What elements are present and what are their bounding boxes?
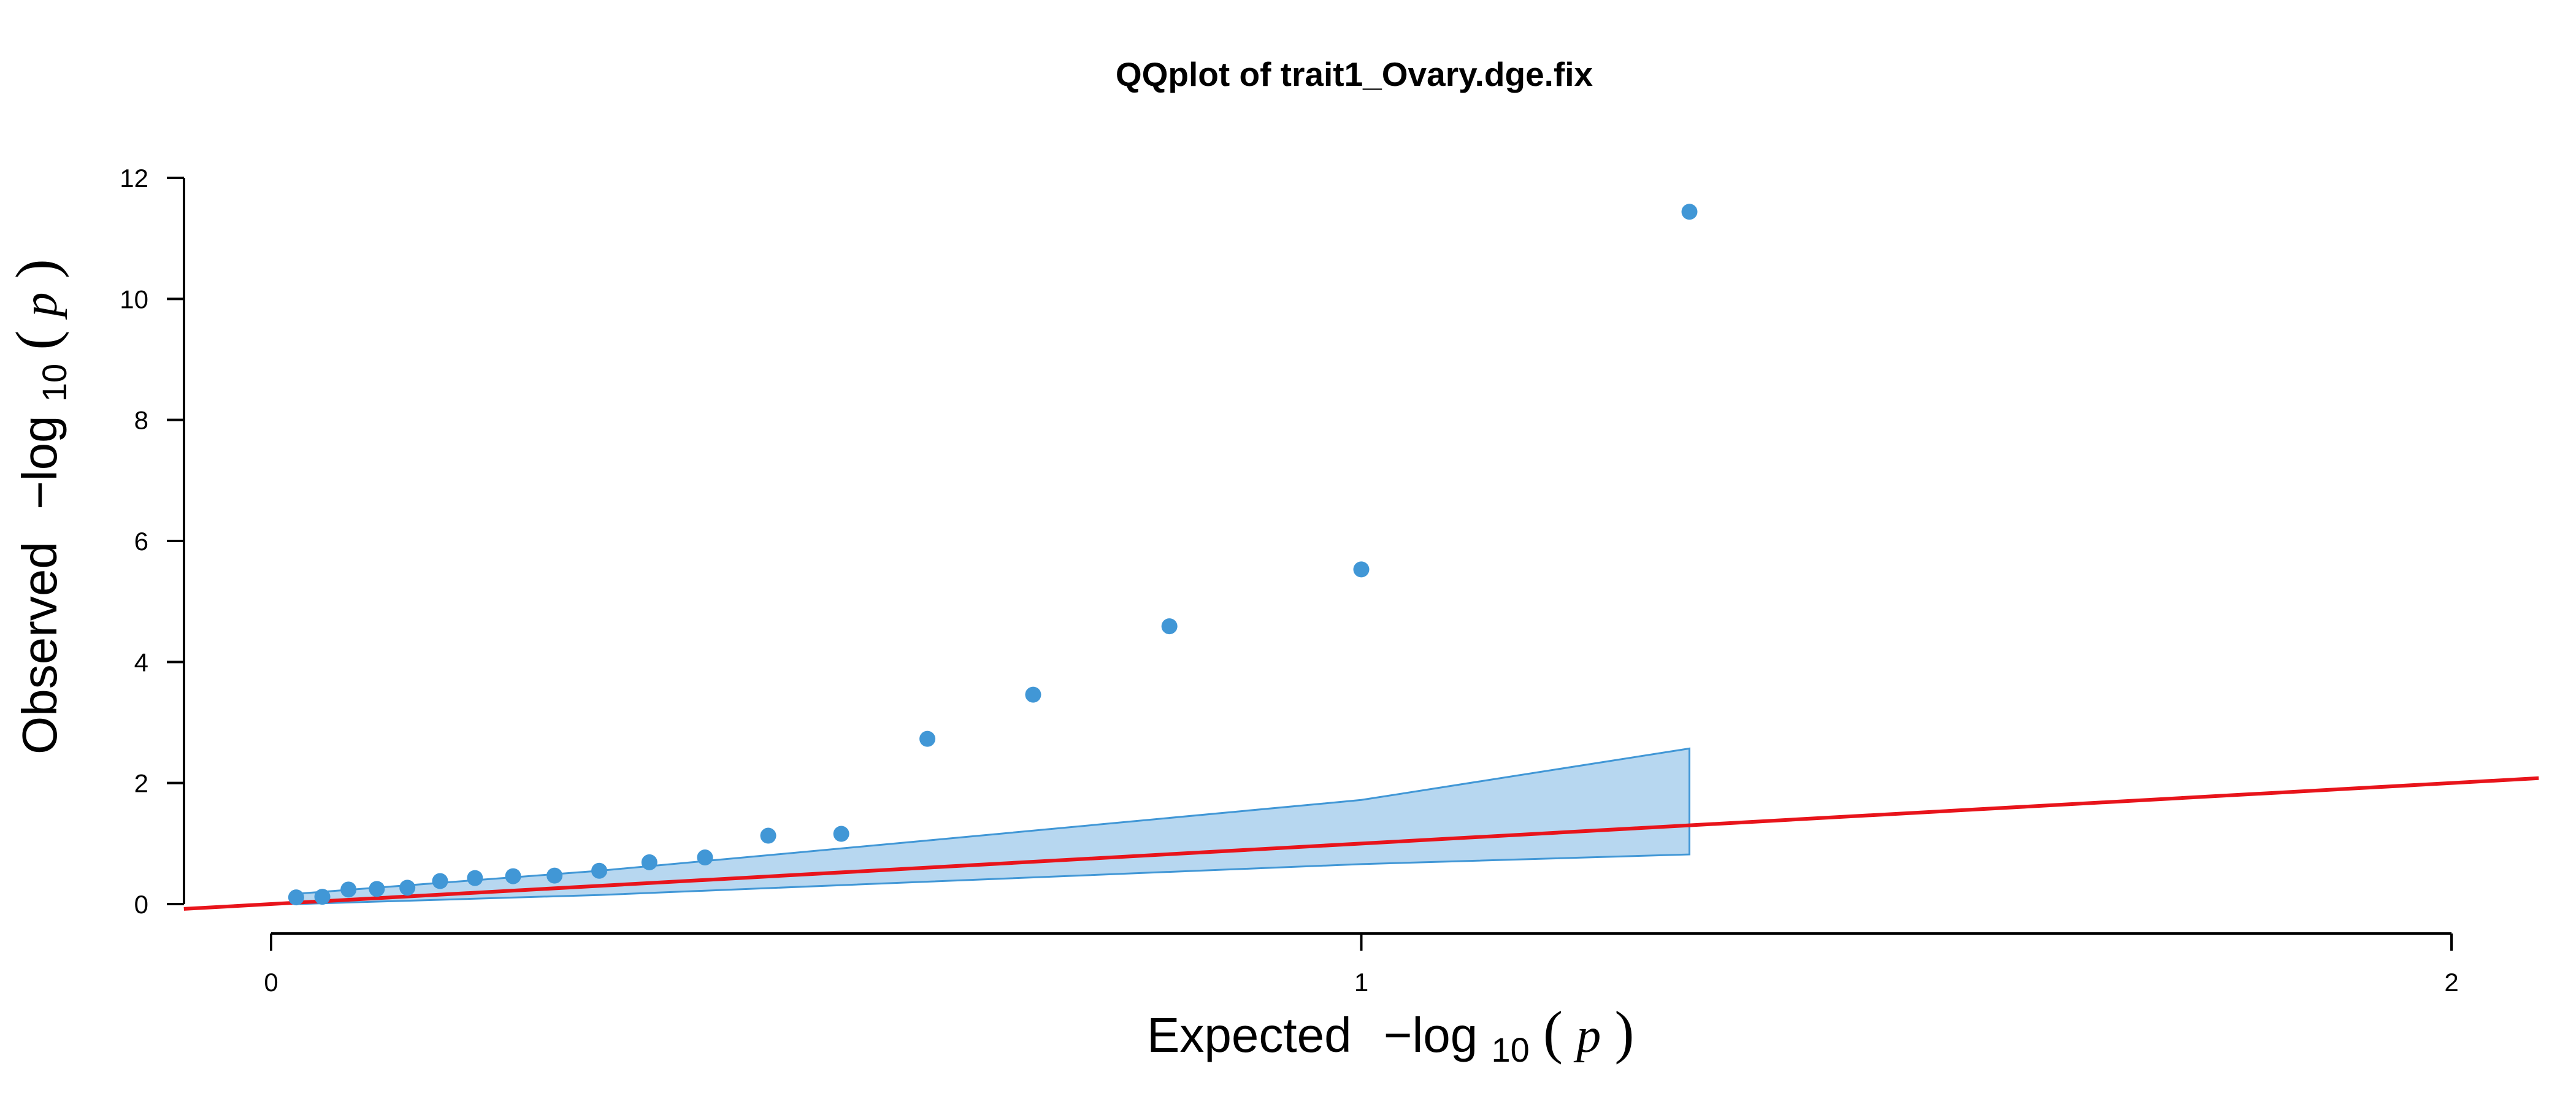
x-axis-title-p: p — [1573, 1009, 1601, 1063]
x-tick-label-0: 0 — [264, 968, 278, 997]
y-axis: 0 2 4 6 8 10 12 — [120, 164, 185, 919]
x-axis-title-subscript: 10 — [1492, 1030, 1530, 1069]
data-point-14 — [833, 826, 849, 842]
diagonal-line-layer — [183, 776, 2539, 911]
data-point-15 — [919, 730, 936, 747]
data-point-9 — [546, 867, 563, 884]
data-points-layer — [288, 204, 1698, 906]
x-axis-title-minus-log: −log — [1384, 1008, 1478, 1062]
confidence-band — [295, 747, 1691, 905]
x-tick-label-2: 2 — [2444, 968, 2458, 997]
x-axis-title-close-paren: ) — [1614, 999, 1634, 1065]
y-axis-title-close-paren: ) — [4, 259, 69, 278]
y-axis-title-minus-log: −log — [12, 415, 67, 509]
x-axis: 0 1 2 — [264, 932, 2459, 997]
y-tick-label-2: 2 — [134, 769, 148, 798]
x-axis-title-prefix: Expected — [1147, 1008, 1352, 1062]
y-axis-title-p: p — [13, 292, 67, 320]
data-point-11 — [641, 854, 657, 870]
data-point-16 — [1025, 686, 1041, 703]
data-point-10 — [591, 862, 608, 879]
chart-title: QQplot of trait1_Ovary.dge.fix — [1116, 55, 1593, 93]
y-tick-label-0: 0 — [134, 890, 148, 919]
y-axis-title-group: Observed −log 10 ( p ) — [4, 259, 77, 754]
data-point-5 — [399, 880, 416, 896]
data-point-18 — [1353, 561, 1370, 578]
y-axis-title-prefix: Observed — [12, 542, 67, 754]
data-point-1 — [288, 889, 304, 906]
data-point-3 — [340, 881, 357, 898]
data-point-2 — [314, 889, 331, 905]
y-tick-label-6: 6 — [134, 527, 148, 556]
y-axis-title-open-paren: ( — [4, 331, 69, 350]
y-tick-label-12: 12 — [120, 164, 148, 193]
data-point-6 — [432, 873, 448, 889]
x-tick-label-1: 1 — [1354, 968, 1368, 997]
x-axis-title: Expected −log 10 ( p ) — [1147, 999, 1634, 1072]
data-point-19 — [1681, 204, 1698, 220]
y-axis-title-subscript: 10 — [35, 364, 74, 402]
y-tick-label-4: 4 — [134, 648, 148, 677]
expected-diagonal-line — [183, 776, 2539, 911]
y-axis-title: Observed −log 10 ( p ) — [4, 259, 77, 754]
data-point-7 — [467, 870, 483, 886]
confidence-band-layer — [295, 747, 1691, 905]
data-point-17 — [1161, 618, 1178, 635]
y-tick-label-10: 10 — [120, 285, 148, 313]
y-tick-label-8: 8 — [134, 406, 148, 435]
data-point-13 — [760, 827, 776, 844]
data-point-8 — [505, 868, 521, 884]
x-axis-title-open-paren: ( — [1543, 999, 1563, 1065]
data-point-4 — [369, 881, 385, 897]
data-point-12 — [697, 849, 713, 866]
